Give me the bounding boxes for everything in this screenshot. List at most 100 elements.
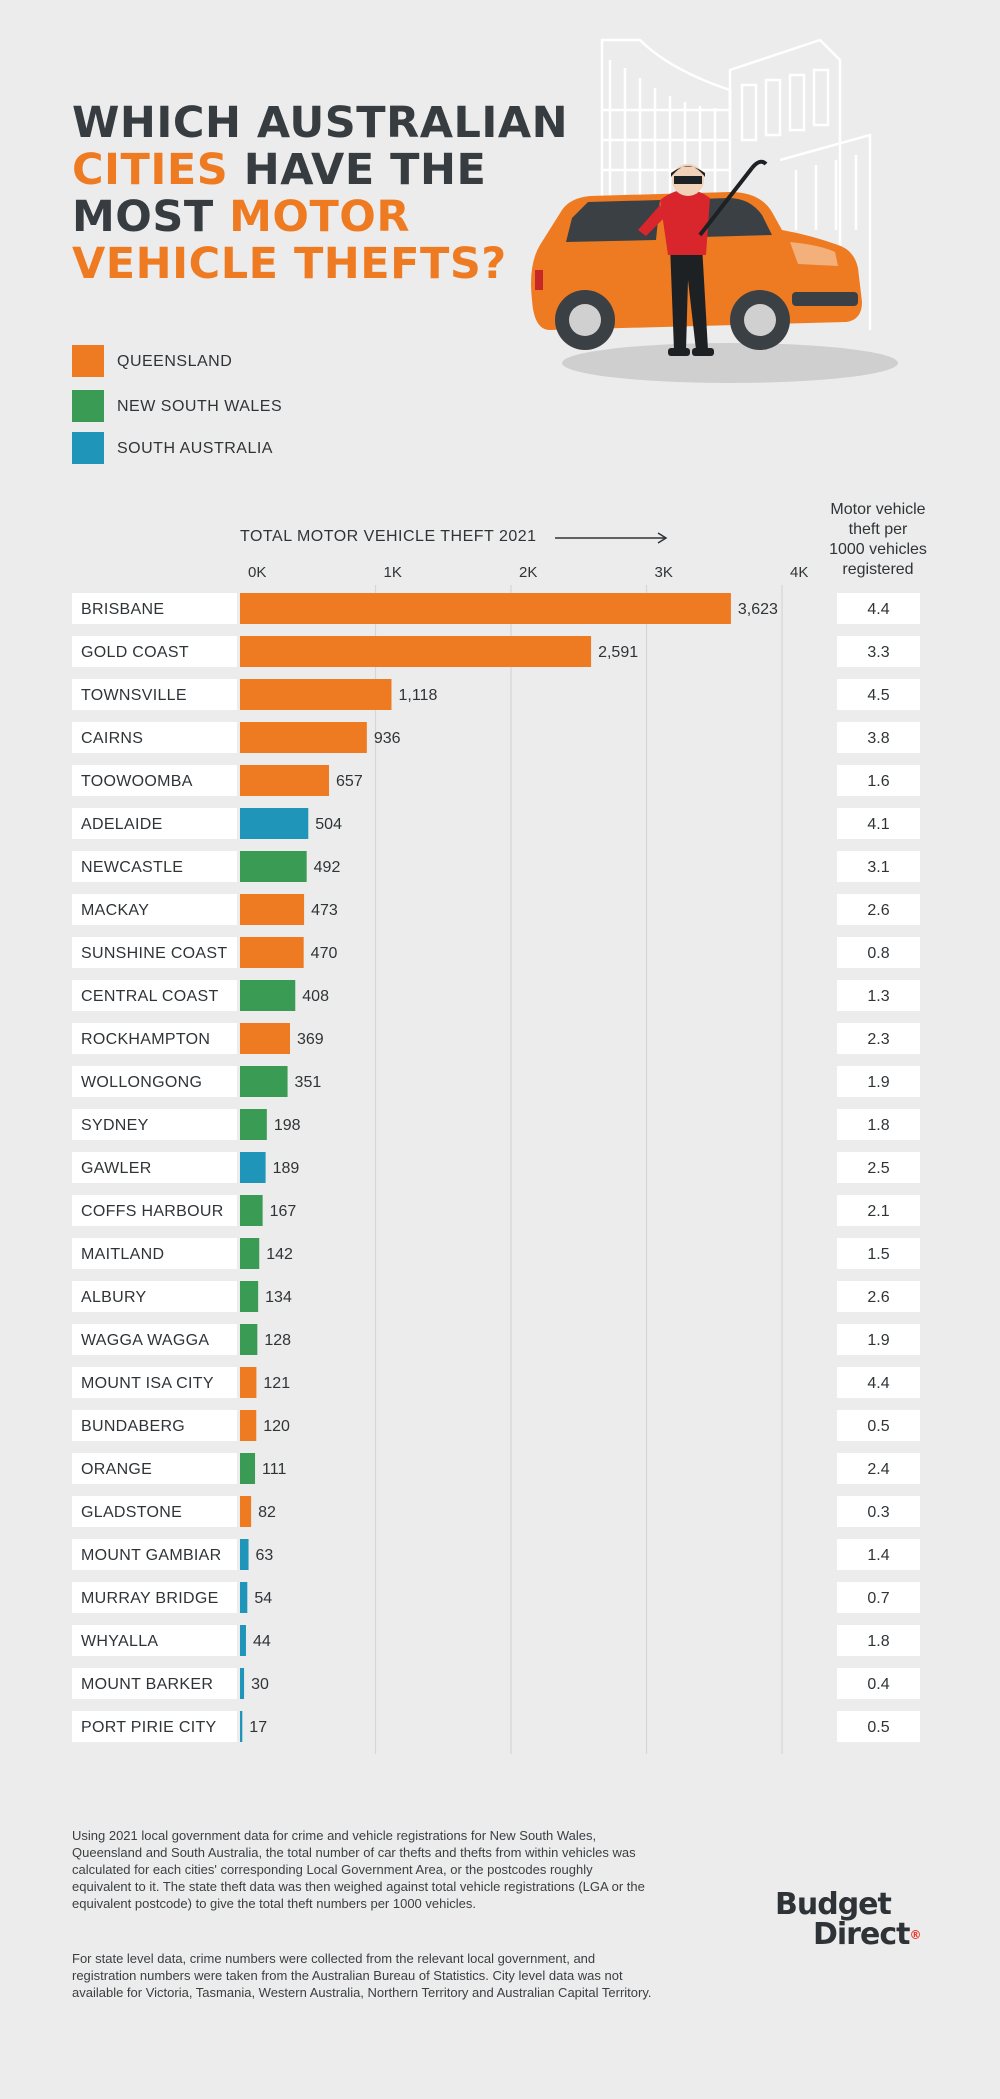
rate-box bbox=[837, 1453, 920, 1484]
bar-value-label: 120 bbox=[263, 1418, 290, 1435]
bar-value-label: 470 bbox=[311, 945, 338, 962]
rate-header-line: registered bbox=[842, 561, 914, 578]
bar bbox=[240, 851, 307, 882]
rate-value: 1.4 bbox=[867, 1547, 889, 1564]
rate-value: 0.5 bbox=[867, 1418, 889, 1435]
bar bbox=[240, 1324, 258, 1355]
budget-direct-logo: Budget Direct® bbox=[775, 1890, 925, 1950]
x-tick-label: 0K bbox=[248, 564, 266, 581]
bar-chart: 0K 1K 2K 3K 4K BRISBANE 3,623 4.4 GOLD COAST 2,59… bbox=[72, 564, 920, 1754]
bar bbox=[240, 937, 304, 968]
bar bbox=[240, 1453, 256, 1484]
bar-value-label: 1,118 bbox=[398, 687, 437, 704]
rate-value: 2.3 bbox=[867, 1031, 889, 1048]
rate-box bbox=[837, 1152, 920, 1183]
city-label-box bbox=[72, 765, 237, 796]
rate-value: 1.8 bbox=[867, 1633, 889, 1650]
city-label: BRISBANE bbox=[81, 601, 164, 618]
rate-box bbox=[837, 1668, 920, 1699]
bar bbox=[240, 1238, 260, 1269]
rate-value: 1.6 bbox=[867, 773, 889, 790]
x-tick-label: 1K bbox=[384, 564, 402, 581]
rate-value: 0.3 bbox=[867, 1504, 889, 1521]
rate-box bbox=[837, 1582, 920, 1613]
city-label-box bbox=[72, 1668, 237, 1699]
rate-value: 0.5 bbox=[867, 1719, 889, 1736]
city-label-box bbox=[72, 1367, 237, 1398]
city-label: WOLLONGONG bbox=[81, 1074, 202, 1091]
bar-value-label: 44 bbox=[253, 1633, 271, 1650]
city-label-box bbox=[72, 894, 237, 925]
city-label-box bbox=[72, 722, 237, 753]
rate-box bbox=[837, 894, 920, 925]
title-highlight-motor: MOTOR bbox=[229, 192, 410, 242]
rate-value: 2.4 bbox=[867, 1461, 889, 1478]
rate-box bbox=[837, 765, 920, 796]
title-line-3: MOST bbox=[72, 192, 230, 242]
city-label: TOWNSVILLE bbox=[81, 687, 187, 704]
rate-value: 4.4 bbox=[867, 1375, 889, 1392]
rate-value: 4.4 bbox=[867, 601, 889, 618]
rate-box bbox=[837, 1625, 920, 1656]
rate-value: 2.6 bbox=[867, 902, 889, 919]
rate-box bbox=[837, 593, 920, 624]
rate-value: 0.7 bbox=[867, 1590, 889, 1607]
bar-value-label: 189 bbox=[273, 1160, 300, 1177]
city-label: MAITLAND bbox=[81, 1246, 164, 1263]
bar bbox=[240, 1582, 248, 1613]
footnote-sources: For state level data, crime numbers were… bbox=[72, 1951, 652, 2000]
bar-value-label: 134 bbox=[265, 1289, 292, 1306]
bar bbox=[240, 1539, 249, 1570]
rate-box bbox=[837, 722, 920, 753]
rate-box bbox=[837, 1496, 920, 1527]
bar-value-label: 198 bbox=[274, 1117, 301, 1134]
bar bbox=[240, 1066, 288, 1097]
city-label-box bbox=[72, 1281, 237, 1312]
city-label: NEWCASTLE bbox=[81, 859, 183, 876]
bar-value-label: 142 bbox=[266, 1246, 293, 1263]
rate-box bbox=[837, 1109, 920, 1140]
city-label: CENTRAL COAST bbox=[81, 988, 219, 1005]
bar-value-label: 2,591 bbox=[598, 644, 638, 661]
rate-value: 2.6 bbox=[867, 1289, 889, 1306]
city-label: SYDNEY bbox=[81, 1117, 149, 1134]
bar-value-label: 369 bbox=[297, 1031, 324, 1048]
bar bbox=[240, 894, 305, 925]
bar-value-label: 30 bbox=[251, 1676, 269, 1693]
rate-value: 1.9 bbox=[867, 1332, 889, 1349]
logo-line-1: Budget bbox=[775, 1887, 892, 1922]
rate-value: 2.1 bbox=[867, 1203, 889, 1220]
city-label-box bbox=[72, 1023, 237, 1054]
bar bbox=[240, 1367, 257, 1398]
bar-value-label: 121 bbox=[263, 1375, 290, 1392]
city-label-box bbox=[72, 679, 237, 710]
city-label-box bbox=[72, 1582, 237, 1613]
city-label: SUNSHINE COAST bbox=[81, 945, 227, 962]
rate-value: 3.8 bbox=[867, 730, 889, 747]
city-label-box bbox=[72, 593, 237, 624]
rate-box bbox=[837, 1539, 920, 1570]
city-label: BUNDABERG bbox=[81, 1418, 185, 1435]
rate-box bbox=[837, 1238, 920, 1269]
city-label: WHYALLA bbox=[81, 1633, 158, 1650]
bar-value-label: 82 bbox=[258, 1504, 276, 1521]
city-label-box bbox=[72, 636, 237, 667]
rate-box bbox=[837, 980, 920, 1011]
thief-icon bbox=[638, 159, 768, 356]
rate-header-line: 1000 vehicles bbox=[829, 541, 927, 558]
legend-label: NEW SOUTH WALES bbox=[117, 398, 283, 415]
bar-value-label: 63 bbox=[256, 1547, 274, 1564]
title-line-1: WHICH AUSTRALIAN bbox=[72, 98, 569, 148]
bar bbox=[240, 808, 309, 839]
city-label: GLADSTONE bbox=[81, 1504, 182, 1521]
buildings-icon bbox=[600, 38, 872, 330]
rate-value: 4.1 bbox=[867, 816, 889, 833]
bar bbox=[240, 1711, 243, 1742]
city-label-box bbox=[72, 937, 237, 968]
city-label: ORANGE bbox=[81, 1461, 152, 1478]
city-label: CAIRNS bbox=[81, 730, 143, 747]
rate-value: 2.5 bbox=[867, 1160, 889, 1177]
city-label: PORT PIRIE CITY bbox=[81, 1719, 217, 1736]
city-label-box bbox=[72, 808, 237, 839]
rate-header-line: Motor vehicle bbox=[830, 501, 926, 518]
